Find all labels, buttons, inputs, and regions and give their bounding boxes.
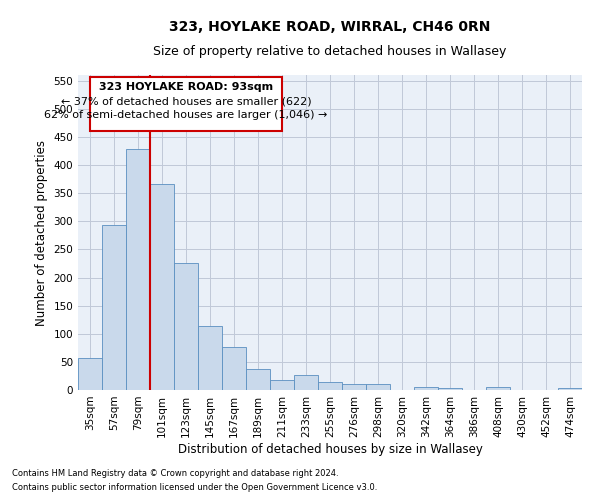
Bar bbox=[486, 387, 510, 390]
Bar bbox=[342, 384, 366, 390]
Bar bbox=[294, 375, 318, 390]
Bar bbox=[438, 388, 462, 390]
Text: 323, HOYLAKE ROAD, WIRRAL, CH46 0RN: 323, HOYLAKE ROAD, WIRRAL, CH46 0RN bbox=[169, 20, 491, 34]
Text: Size of property relative to detached houses in Wallasey: Size of property relative to detached ho… bbox=[154, 45, 506, 58]
Bar bbox=[102, 225, 126, 390]
Text: Contains public sector information licensed under the Open Government Licence v3: Contains public sector information licen… bbox=[12, 484, 377, 492]
Bar bbox=[270, 380, 294, 390]
Text: 62% of semi-detached houses are larger (1,046) →: 62% of semi-detached houses are larger (… bbox=[44, 110, 328, 120]
Bar bbox=[78, 358, 102, 390]
Bar bbox=[222, 347, 246, 390]
Bar bbox=[558, 388, 582, 390]
Bar bbox=[318, 382, 342, 390]
Bar bbox=[246, 368, 270, 390]
Bar bbox=[414, 387, 438, 390]
FancyBboxPatch shape bbox=[90, 76, 282, 131]
Bar bbox=[150, 184, 174, 390]
Text: 323 HOYLAKE ROAD: 93sqm: 323 HOYLAKE ROAD: 93sqm bbox=[99, 82, 273, 92]
Bar bbox=[126, 149, 150, 390]
Y-axis label: Number of detached properties: Number of detached properties bbox=[35, 140, 48, 326]
Bar bbox=[366, 384, 390, 390]
Bar bbox=[174, 264, 198, 390]
Text: ← 37% of detached houses are smaller (622): ← 37% of detached houses are smaller (62… bbox=[61, 96, 311, 106]
X-axis label: Distribution of detached houses by size in Wallasey: Distribution of detached houses by size … bbox=[178, 442, 482, 456]
Text: Contains HM Land Registry data © Crown copyright and database right 2024.: Contains HM Land Registry data © Crown c… bbox=[12, 468, 338, 477]
Bar bbox=[198, 326, 222, 390]
